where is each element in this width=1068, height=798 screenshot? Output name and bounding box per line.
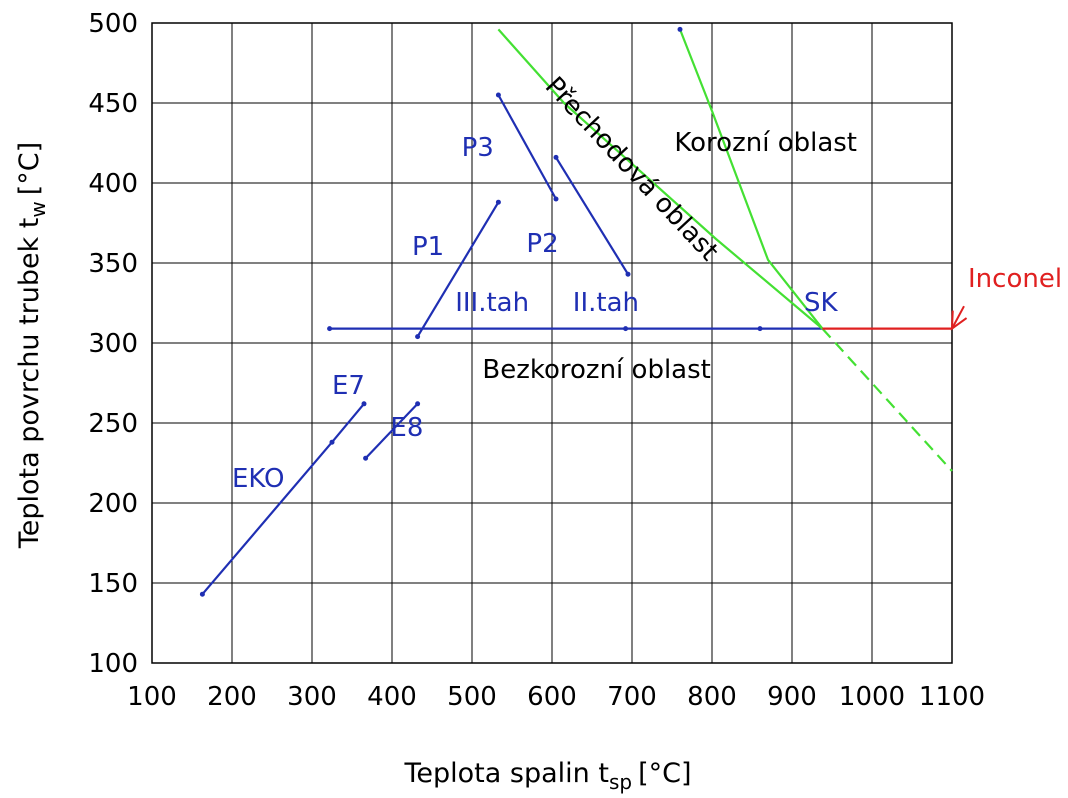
series-line-p2 — [555, 156, 629, 275]
data-point — [625, 271, 631, 277]
arrow-head — [950, 310, 968, 331]
x-tick-label: 900 — [767, 682, 817, 712]
data-point — [553, 196, 559, 202]
annotation-label: E7 — [332, 371, 365, 401]
series-line-green — [821, 327, 953, 472]
series-line-e8 — [364, 403, 419, 459]
data-point — [327, 326, 333, 332]
data-point — [495, 92, 501, 98]
x-tick-label: 300 — [287, 682, 337, 712]
annotation-label: P2 — [526, 229, 558, 259]
y-tick-label: 200 — [88, 489, 138, 519]
annotations: EKO E7 E8 P1 P3 P2 III.tah II.tah SK Inconel Bezko… — [232, 71, 1062, 494]
data-point — [363, 455, 369, 461]
data-point — [199, 591, 205, 597]
annotation-label: Přechodová oblast — [539, 71, 724, 266]
data-point — [553, 154, 559, 160]
annotation-label: II.tah — [573, 288, 639, 318]
grid — [151, 22, 953, 664]
point-markers — [199, 26, 763, 597]
x-axis-label: Teplota spalin tsp [°C] — [404, 758, 692, 794]
x-tick-label: 700 — [607, 682, 657, 712]
plot-frame — [151, 22, 953, 664]
annotation-label: P3 — [462, 133, 494, 163]
y-tick-label: 100 — [88, 649, 138, 679]
y-tick-label: 450 — [88, 89, 138, 119]
x-tick-label: 400 — [367, 682, 417, 712]
arrow-shaft — [951, 305, 965, 330]
annotation-label: P1 — [412, 232, 444, 262]
x-tick-label: 100 — [127, 682, 177, 712]
annotation-label: Korozní oblast — [674, 128, 857, 158]
y-tick-label: 400 — [88, 169, 138, 199]
data-point — [415, 401, 421, 407]
series-line-green — [497, 28, 824, 330]
inconel-arrow — [950, 305, 968, 331]
data-point — [415, 334, 421, 340]
annotation-label: E8 — [390, 413, 423, 443]
y-tick-label: 300 — [88, 329, 138, 359]
data-point — [677, 26, 683, 32]
data-point — [495, 199, 501, 205]
x-tick-label: 1100 — [919, 682, 985, 712]
x-tick-label: 1000 — [839, 682, 905, 712]
x-tick-label: 800 — [687, 682, 737, 712]
y-tick-label: 500 — [88, 9, 138, 39]
series-line-green — [678, 28, 824, 330]
x-tick-labels: 100 200 300 400 500 600 700 800 900 1000 1100 — [127, 682, 985, 712]
series-line-p1 — [416, 201, 500, 338]
annotation-label: III.tah — [455, 288, 529, 318]
x-tick-label: 600 — [527, 682, 577, 712]
data-point — [361, 401, 367, 407]
annotation-label: SK — [804, 288, 839, 318]
y-tick-labels: 100 150 200 250 300 350 400 450 500 — [88, 9, 138, 679]
data-point — [757, 326, 763, 332]
y-tick-label: 250 — [88, 409, 138, 439]
series-line-p3 — [497, 94, 557, 200]
annotation-label: Inconel — [968, 264, 1062, 294]
data-point — [329, 439, 335, 445]
x-tick-label: 500 — [447, 682, 497, 712]
x-tick-label: 200 — [207, 682, 257, 712]
y-axis-label: Teplota povrchu trubek tw[°C] — [14, 142, 50, 549]
series-line-eko — [201, 403, 365, 595]
data-point — [623, 326, 629, 332]
y-tick-label: 150 — [88, 569, 138, 599]
y-tick-label: 350 — [88, 249, 138, 279]
annotation-label: EKO — [232, 464, 285, 494]
annotation-label: Bezkorozní oblast — [482, 355, 710, 385]
